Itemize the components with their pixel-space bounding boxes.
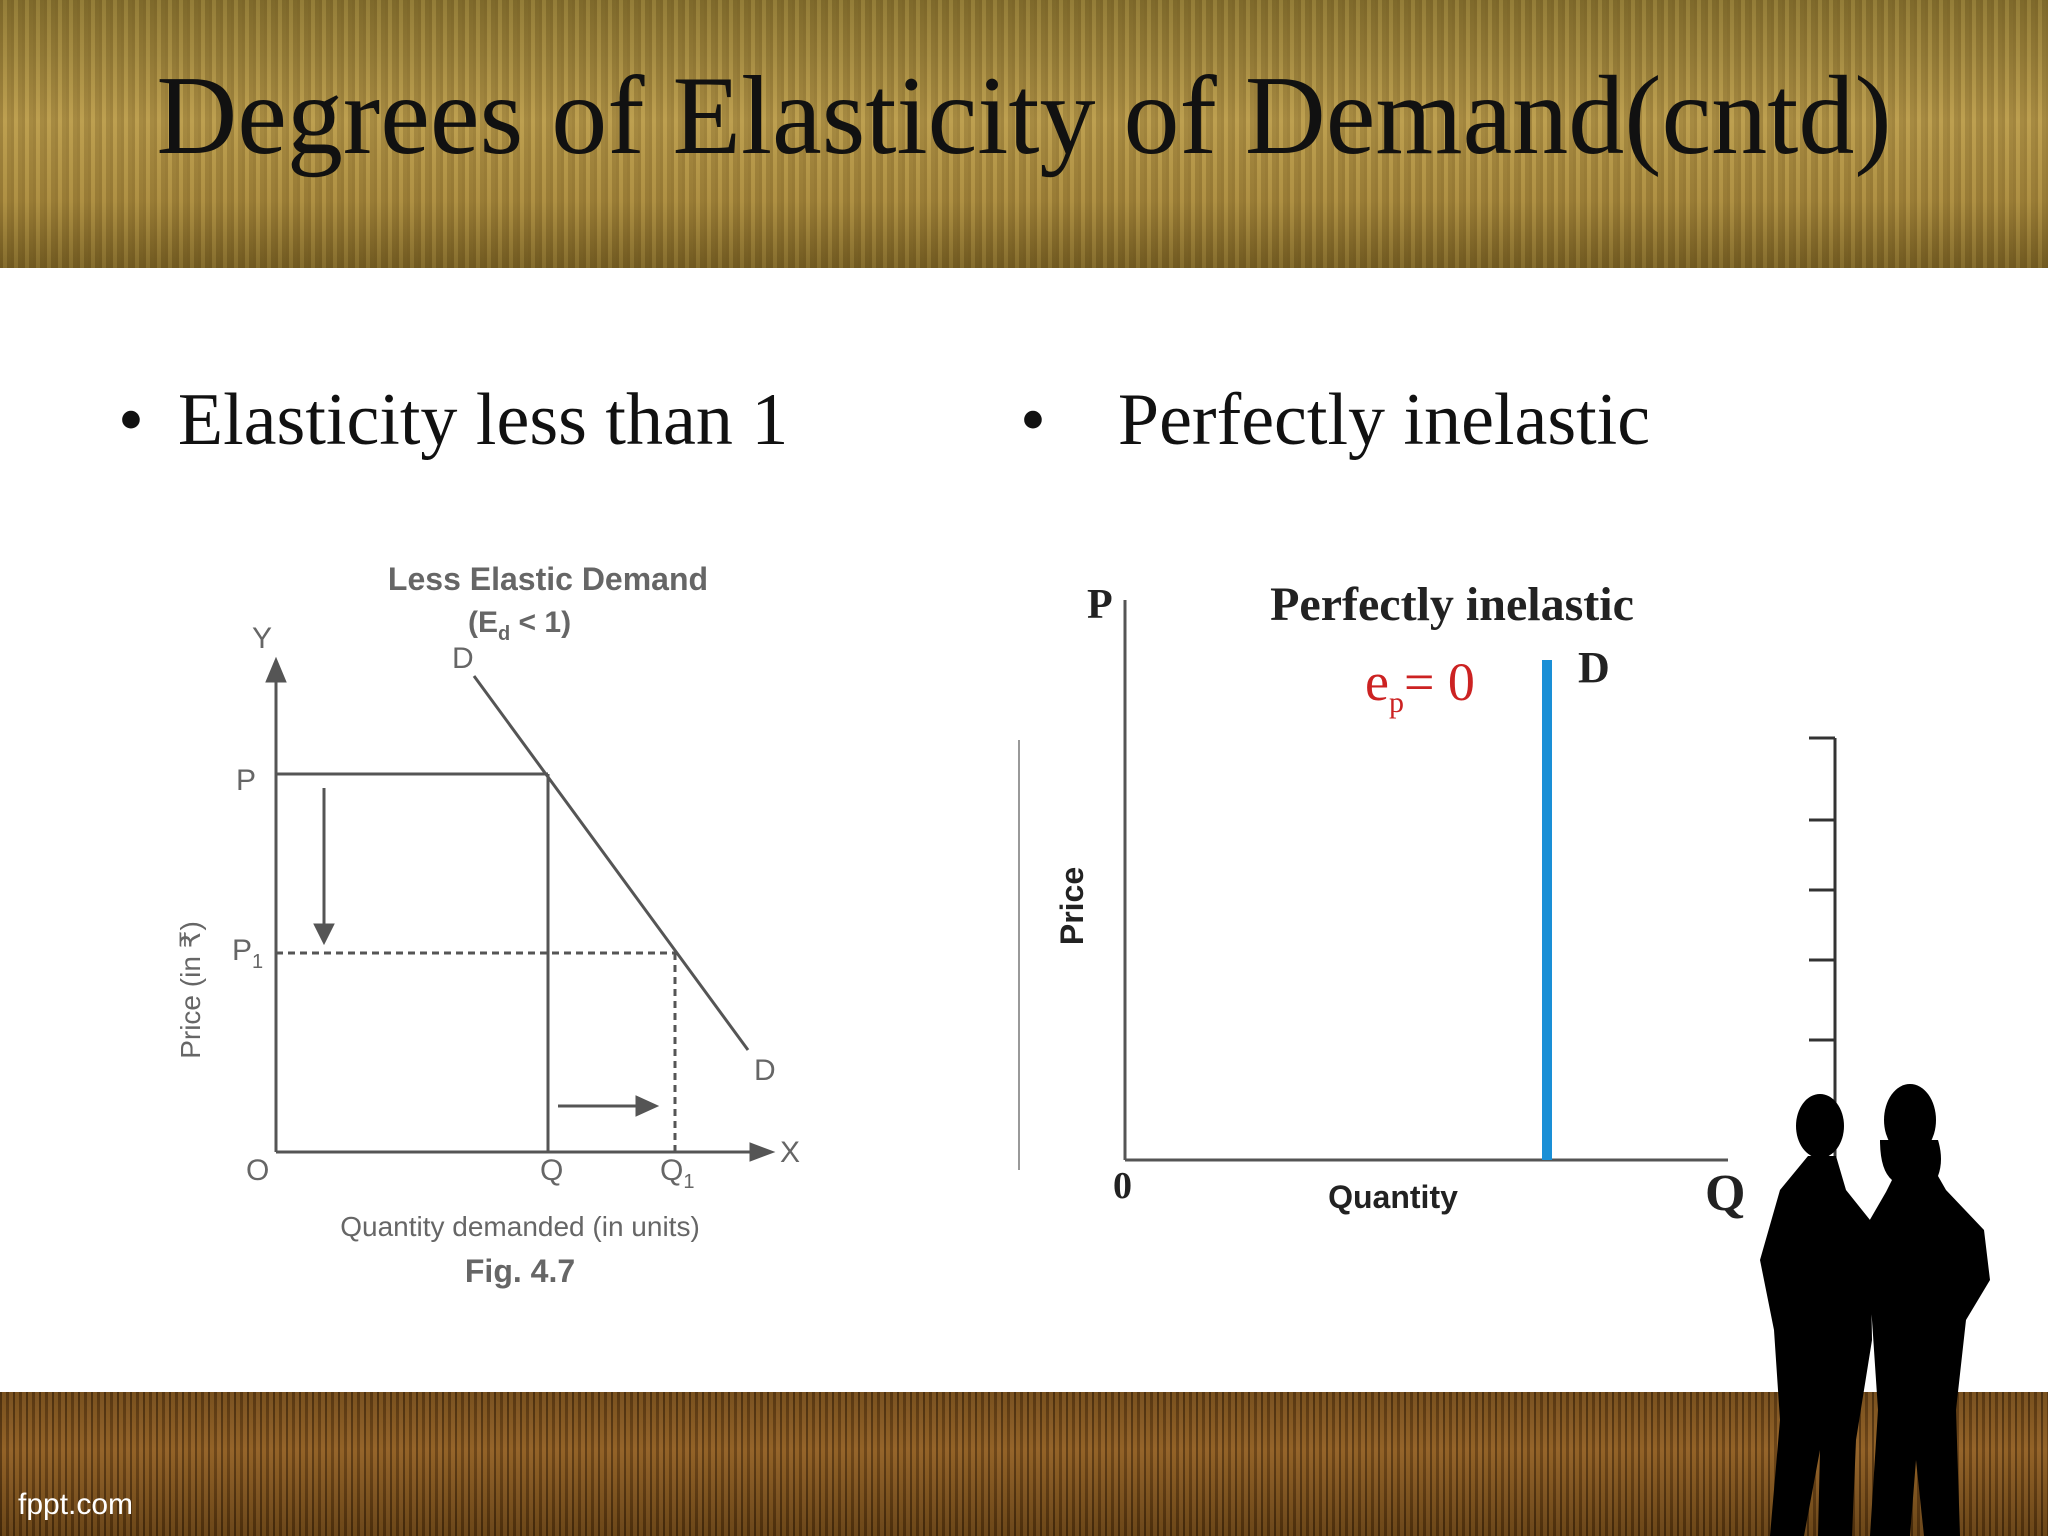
y-axis-letter: Y bbox=[252, 622, 272, 655]
price-axis-label: Price (in ₹) bbox=[175, 921, 206, 1059]
q-label: Q bbox=[540, 1154, 563, 1187]
price-axis-label: Price bbox=[1054, 867, 1090, 945]
origin-label: O bbox=[246, 1154, 269, 1187]
bullet-symbol: • bbox=[1020, 379, 1046, 461]
footer-banner bbox=[0, 1392, 2048, 1536]
footer-brand: fppt.com bbox=[18, 1488, 134, 1521]
price-drop-arrowhead bbox=[313, 923, 335, 946]
less-elastic-demand-diagram: Less Elastic Demand (Ed < 1) Y D P P1 D … bbox=[175, 561, 800, 1289]
origin-label: 0 bbox=[1113, 1165, 1132, 1207]
x-axis-letter: X bbox=[780, 1136, 800, 1169]
curve-label-bottom: D bbox=[754, 1054, 776, 1087]
diagram-title: Perfectly inelastic bbox=[1270, 578, 1634, 631]
y-axis-letter: P bbox=[1087, 582, 1113, 628]
figure-caption: Fig. 4.7 bbox=[465, 1253, 575, 1289]
curve-label-top: D bbox=[452, 642, 474, 675]
bullet-text: Perfectly inelastic bbox=[1117, 379, 1651, 461]
quantity-axis-label: Quantity bbox=[1328, 1179, 1458, 1215]
elasticity-condition: (Ed < 1) bbox=[468, 606, 571, 645]
business-people-silhouette bbox=[1760, 1084, 1990, 1536]
quantity-rise-arrowhead bbox=[635, 1095, 660, 1117]
x-axis-letter: Q bbox=[1705, 1165, 1745, 1222]
title-banner bbox=[0, 0, 2048, 268]
q1-label: Q1 bbox=[660, 1154, 694, 1193]
x-axis-arrowhead bbox=[749, 1142, 776, 1162]
elasticity-equation: ep= 0 bbox=[1365, 652, 1475, 719]
bullet-elasticity-less-than-one: • Elasticity less than 1 bbox=[118, 378, 788, 463]
p-label: P bbox=[236, 764, 256, 797]
y-axis-arrowhead bbox=[265, 656, 287, 683]
bullet-text: Elasticity less than 1 bbox=[177, 379, 789, 461]
slide-title: Degrees of Elasticity of Demand(cntd) bbox=[156, 54, 1892, 178]
quantity-axis-label: Quantity demanded (in units) bbox=[340, 1211, 700, 1242]
bullet-perfectly-inelastic: • Perfectly inelastic bbox=[1020, 378, 1650, 463]
p1-label: P1 bbox=[232, 934, 263, 973]
perfectly-inelastic-diagram: P Perfectly inelastic D ep= 0 Price 0 Qu… bbox=[1018, 578, 1837, 1222]
diagram-title: Less Elastic Demand bbox=[388, 561, 708, 597]
demand-curve bbox=[472, 675, 750, 1051]
demand-curve-label: D bbox=[1578, 643, 1610, 692]
bullet-symbol: • bbox=[118, 379, 144, 461]
